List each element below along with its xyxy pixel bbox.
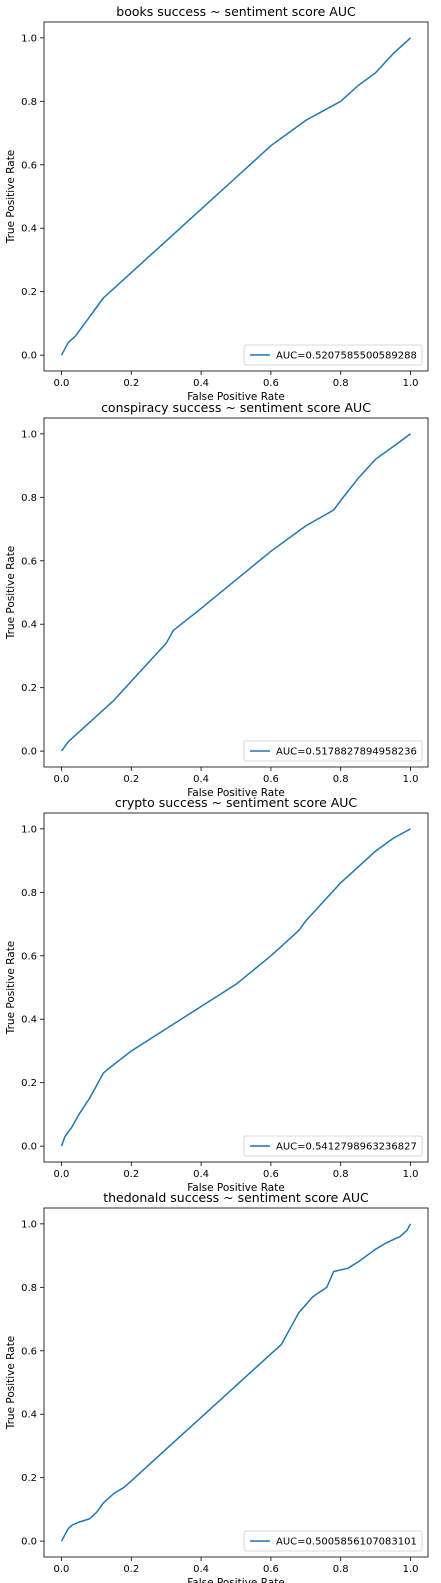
y-tick-label: 0.8 (21, 888, 37, 899)
roc-curve-line (60, 37, 412, 356)
chart-panel-3: thedonald success ~ sentiment score AUC 0… (5, 1190, 429, 1583)
x-tick-label: 1.0 (403, 378, 419, 389)
legend-entry: AUC=0.5005856107083101 (276, 1537, 417, 1548)
roc-curve-line (60, 1223, 412, 1542)
y-tick-label: 0.8 (21, 97, 37, 108)
x-tick-label: 1.0 (403, 1564, 419, 1575)
y-tick-label: 0.2 (21, 1473, 37, 1484)
y-tick-label: 0.6 (21, 1346, 37, 1357)
y-tick-label: 0.4 (21, 224, 37, 235)
x-tick-label: 0.0 (54, 774, 70, 785)
x-tick-label: 0.8 (333, 1169, 349, 1180)
x-axis-label: False Positive Rate (187, 1577, 285, 1583)
y-axis-label: True Positive Rate (5, 546, 17, 641)
y-axis-label: True Positive Rate (5, 150, 17, 245)
x-tick-label: 0.6 (263, 1169, 279, 1180)
legend-box (243, 344, 423, 366)
x-tick-label: 0.2 (123, 774, 139, 785)
x-tick-label: 0.6 (263, 774, 279, 785)
plot-frame (43, 21, 429, 372)
y-tick-label: 0.0 (21, 1537, 37, 1548)
plot-frame (43, 812, 429, 1163)
x-tick-label: 0.6 (263, 378, 279, 389)
y-tick-label: 0.0 (21, 747, 37, 758)
y-axis-label: True Positive Rate (5, 941, 17, 1036)
plot-frame (43, 1207, 429, 1558)
y-tick-label: 0.2 (21, 1078, 37, 1089)
y-tick-label: 1.0 (21, 33, 37, 44)
chart-title: crypto success ~ sentiment score AUC (115, 795, 358, 810)
legend-box (243, 740, 423, 762)
x-axis-label: False Positive Rate (187, 787, 285, 799)
y-tick-label: 0.6 (21, 951, 37, 962)
y-tick-label: 1.0 (21, 429, 37, 440)
y-axis-label: True Positive Rate (5, 1336, 17, 1431)
x-tick-label: 0.0 (54, 378, 70, 389)
legend-entry: AUC=0.5178827894958236 (276, 747, 417, 758)
roc-curve-line (60, 828, 411, 1147)
x-tick-label: 0.0 (54, 1564, 70, 1575)
y-tick-label: 0.0 (21, 351, 37, 362)
x-tick-label: 0.8 (333, 1564, 349, 1575)
x-tick-label: 0.4 (193, 1169, 209, 1180)
x-tick-label: 0.2 (123, 378, 139, 389)
roc-curve-line (60, 433, 411, 752)
y-tick-label: 0.6 (21, 556, 37, 567)
y-tick-label: 1.0 (21, 824, 37, 835)
x-tick-label: 1.0 (403, 774, 419, 785)
x-tick-label: 0.0 (54, 1169, 70, 1180)
chart-panel-0: books success ~ sentiment score AUC 0.0 0.… (5, 4, 429, 403)
y-tick-label: 0.4 (21, 1015, 37, 1026)
x-tick-label: 1.0 (403, 1169, 419, 1180)
y-tick-label: 0.6 (21, 160, 37, 171)
y-tick-label: 0.2 (21, 287, 37, 298)
legend-entry: AUC=0.5412798963236827 (276, 1142, 417, 1153)
chart-panel-1: conspiracy success ~ sentiment score AUC… (5, 400, 429, 799)
x-tick-label: 0.2 (123, 1169, 139, 1180)
y-tick-label: 0.4 (21, 620, 37, 631)
x-tick-label: 0.4 (193, 378, 209, 389)
y-tick-label: 0.4 (21, 1410, 37, 1421)
legend-box (243, 1530, 423, 1552)
y-tick-label: 1.0 (21, 1219, 37, 1230)
chart-title: conspiracy success ~ sentiment score AUC (101, 400, 371, 415)
x-tick-label: 0.6 (263, 1564, 279, 1575)
y-tick-label: 0.8 (21, 493, 37, 504)
y-tick-label: 0.0 (21, 1142, 37, 1153)
chart-panel-2: crypto success ~ sentiment score AUC 0.0 0… (5, 795, 429, 1194)
y-tick-label: 0.2 (21, 683, 37, 694)
x-tick-label: 0.4 (193, 1564, 209, 1575)
x-tick-label: 0.8 (333, 378, 349, 389)
x-axis-label: False Positive Rate (187, 1182, 285, 1194)
chart-title: books success ~ sentiment score AUC (116, 4, 356, 19)
chart-title: thedonald success ~ sentiment score AUC (103, 1190, 369, 1205)
x-axis-label: False Positive Rate (187, 391, 285, 403)
plot-frame (43, 417, 429, 768)
legend-entry: AUC=0.5207585500589288 (276, 351, 417, 362)
legend-box (243, 1135, 423, 1157)
x-tick-label: 0.8 (333, 774, 349, 785)
x-tick-label: 0.4 (193, 774, 209, 785)
y-tick-label: 0.8 (21, 1283, 37, 1294)
x-tick-label: 0.2 (123, 1564, 139, 1575)
